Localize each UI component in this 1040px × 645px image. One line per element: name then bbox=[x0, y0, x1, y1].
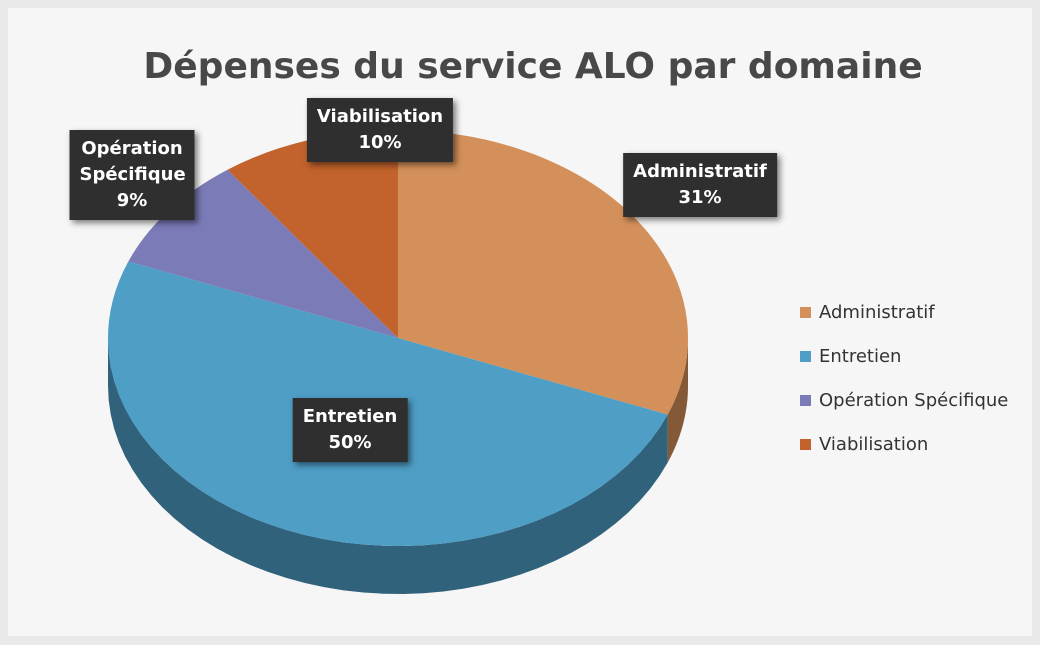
legend-swatch bbox=[800, 438, 811, 450]
legend-label: Opération Spécifique bbox=[819, 389, 1009, 411]
data-label-value: 31% bbox=[678, 187, 722, 208]
data-label: Administratif 31% bbox=[623, 153, 777, 217]
legend-item: Entretien bbox=[800, 334, 1008, 378]
data-label-value: 9% bbox=[116, 190, 148, 211]
legend: Administratif Entretien Opération Spécifiq… bbox=[800, 290, 1008, 466]
legend-label: Administratif bbox=[819, 301, 935, 323]
data-label: Entretien 50% bbox=[292, 398, 408, 462]
legend-item: Administratif bbox=[800, 290, 1008, 334]
data-label-category: Administratif bbox=[633, 161, 767, 182]
data-label: Viabilisation 10% bbox=[306, 98, 454, 162]
data-label-category: Opération Spécifique bbox=[79, 138, 186, 185]
data-label-value: 10% bbox=[358, 132, 402, 153]
legend-label: Entretien bbox=[819, 345, 902, 367]
data-label-category: Viabilisation bbox=[316, 106, 444, 127]
legend-item: Viabilisation bbox=[800, 422, 1008, 466]
data-label-category: Entretien bbox=[302, 406, 398, 427]
legend-swatch bbox=[800, 306, 811, 318]
chart-title: Dépenses du service ALO par domaine bbox=[143, 46, 922, 87]
slice bbox=[227, 130, 398, 338]
slice-side bbox=[108, 338, 668, 594]
legend-swatch bbox=[800, 350, 811, 362]
slice bbox=[128, 169, 399, 338]
data-label: Opération Spécifique 9% bbox=[69, 130, 195, 220]
legend-item: Opération Spécifique bbox=[800, 378, 1008, 422]
data-label-value: 50% bbox=[328, 432, 372, 453]
legend-swatch bbox=[800, 394, 811, 406]
slice-side bbox=[667, 338, 688, 463]
slice bbox=[398, 130, 689, 415]
legend-label: Viabilisation bbox=[819, 433, 929, 455]
